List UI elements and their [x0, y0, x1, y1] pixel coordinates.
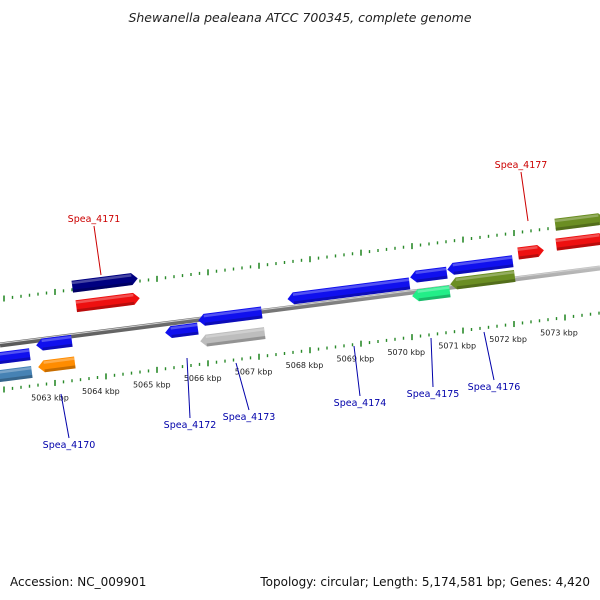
gene-arrow [412, 285, 451, 302]
gene-label: Spea_4172 [164, 420, 217, 431]
gene-body [165, 322, 199, 338]
gene-arrow [554, 213, 600, 231]
gene-body [36, 334, 73, 351]
gene-leader-line [235, 362, 250, 411]
gene-shine [75, 293, 134, 304]
gene-shadow [556, 241, 600, 251]
gene-shine [43, 357, 75, 364]
gene-arrow [450, 269, 516, 290]
gene-body [71, 273, 138, 293]
gene-arrow [447, 255, 514, 275]
gene-body [38, 356, 76, 373]
gene-shine [203, 307, 262, 318]
gene-shadow [171, 331, 199, 338]
gene-body [554, 213, 600, 231]
gene-shine [455, 270, 515, 281]
gene-arrow [71, 273, 138, 293]
ruler-label: 5072 kbp [489, 335, 527, 344]
map-title: Shewanella pealeana ATCC 700345, complet… [128, 10, 472, 25]
gene-body [412, 285, 451, 302]
gene-arrow [410, 266, 448, 283]
gene-shadow [44, 365, 76, 373]
gene-shine [292, 278, 410, 296]
ruler-label: 5073 kbp [540, 328, 578, 337]
gene-label: Spea_4173 [223, 412, 276, 423]
gene-shine [554, 214, 599, 223]
gene-shine [71, 274, 132, 285]
gene-leader-line [353, 345, 361, 397]
ruler-label: 5068 kbp [286, 361, 324, 370]
ruler-label: 5064 kbp [82, 387, 120, 396]
gene-shadow [72, 282, 133, 293]
genome-summary-text: Topology: circular; Length: 5,174,581 bp… [260, 575, 590, 589]
gene-body [450, 269, 516, 290]
gene-body [200, 327, 266, 347]
gene-shine [205, 328, 265, 339]
gene-shine [41, 335, 72, 343]
gene-leader-line [430, 337, 434, 388]
gene-body [0, 365, 33, 383]
gene-shadow [418, 294, 451, 302]
gene-arrow [38, 356, 76, 373]
gene-shadow [206, 336, 266, 347]
gene-arrow [0, 365, 33, 383]
gene-arrow [200, 327, 266, 347]
gene-arrow [75, 292, 140, 313]
gene-arrow [287, 277, 411, 305]
gene-shine [555, 234, 600, 243]
gene-body [517, 245, 544, 260]
gene-body [287, 277, 411, 305]
gene-leader-line [520, 171, 529, 222]
ruler-label: 5066 kbp [184, 374, 222, 383]
gene-leader-line [483, 331, 495, 381]
gene-shine [417, 286, 450, 293]
gene-shadow [42, 343, 73, 351]
gene-shadow [416, 275, 448, 283]
gene-body [0, 348, 31, 365]
gene-shine [0, 349, 30, 357]
gene-shadow [76, 301, 135, 313]
ruler-label: 5067 kbp [235, 367, 273, 376]
gene-body [198, 306, 263, 326]
ruler-label: 5071 kbp [438, 341, 476, 350]
gene-label: Spea_4174 [334, 398, 387, 409]
gene-label: Spea_4170 [43, 440, 96, 451]
gene-arrow [165, 322, 199, 338]
gene-leader-line [93, 225, 102, 276]
gene-arrow [198, 306, 263, 326]
gene-body [447, 255, 514, 275]
gene-shadow [204, 315, 263, 326]
gene-shadow [555, 222, 600, 231]
gene-shadow [293, 286, 411, 305]
gene-body [410, 266, 448, 283]
gene-arrow [555, 233, 600, 251]
gene-label: Spea_4171 [68, 214, 121, 225]
gene-shadow [456, 278, 516, 290]
accession-text: Accession: NC_009901 [10, 575, 147, 589]
gene-shine [517, 246, 538, 252]
gene-shadow [0, 374, 33, 383]
gene-arrow [0, 348, 31, 365]
ruler-label: 5070 kbp [387, 348, 425, 357]
gene-leader-line [60, 393, 70, 439]
gene-arrow [517, 245, 544, 260]
gene-shine [452, 256, 513, 267]
gene-shadow [518, 253, 539, 260]
gene-shine [170, 323, 198, 330]
gene-label: Spea_4177 [495, 160, 548, 171]
gene-body [555, 233, 600, 251]
ruler-label: 5063 kbp [31, 394, 69, 403]
gene-label: Spea_4175 [407, 389, 460, 400]
gene-shadow [0, 357, 31, 365]
ruler-label: 5065 kbp [133, 381, 171, 390]
gene-arrow [36, 334, 73, 351]
gene-leader-line [186, 357, 191, 419]
gene-label: Spea_4176 [468, 382, 521, 393]
gene-shadow [453, 264, 514, 275]
gene-body [75, 292, 140, 313]
gene-shine [415, 267, 447, 275]
gene-shine [0, 366, 32, 375]
